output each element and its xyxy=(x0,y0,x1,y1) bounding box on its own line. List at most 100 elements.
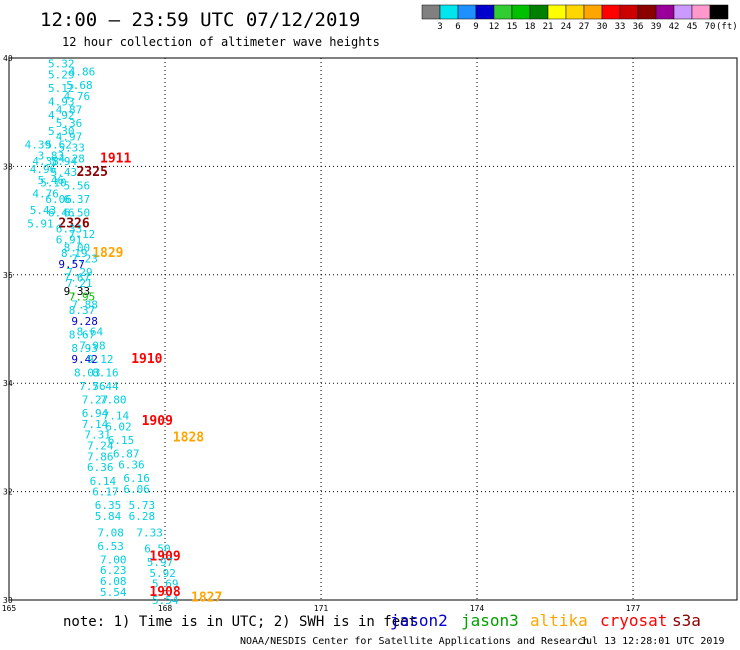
wave-height-label: 7.56 xyxy=(79,380,106,393)
wave-height-label: 5.73 xyxy=(129,499,156,512)
legend-swatch xyxy=(493,4,513,20)
legend-label: 45 xyxy=(687,22,698,32)
time-label: 2325 xyxy=(77,165,108,180)
y-tick-label: 32 xyxy=(3,488,13,497)
wave-height-label: 6.37 xyxy=(64,193,91,206)
wave-height-label: 6.53 xyxy=(97,540,124,553)
wave-height-label: 4.76 xyxy=(64,90,91,103)
legend-swatch xyxy=(421,4,441,20)
wave-height-label: 5.54 xyxy=(100,586,127,599)
wave-height-label: 8.64 xyxy=(77,326,104,339)
legend-swatch xyxy=(457,4,477,20)
wave-height-label: 6.33 xyxy=(56,223,83,236)
x-tick-label: 171 xyxy=(314,604,329,613)
satellite-legend: jason2 jason3 altika cryosat s3a xyxy=(390,611,701,630)
wave-height-label: 5.69 xyxy=(152,578,179,591)
wave-height-label: 5.10 xyxy=(40,177,66,190)
wave-height-label: 5.68 xyxy=(66,79,93,92)
wave-height-label: 5.94 xyxy=(51,155,78,168)
satellite-jason2: jason2 xyxy=(390,611,448,630)
legend-label: 3 xyxy=(437,22,442,32)
wave-height-label: 6.15 xyxy=(108,434,135,447)
wave-height-label: 9.42 xyxy=(71,353,98,366)
legend-label: 70 xyxy=(705,22,716,32)
time-label: 1910 xyxy=(131,352,162,367)
x-tick-label: 177 xyxy=(626,604,641,613)
wave-height-label: 6.50 xyxy=(144,543,171,556)
wave-height-label: 5.12 xyxy=(48,82,75,95)
satellite-altika: altika xyxy=(530,611,588,630)
legend-label: 9 xyxy=(473,22,478,32)
wave-height-label: 8.67 xyxy=(69,328,96,341)
y-tick-label: 34 xyxy=(3,379,13,388)
wave-height-label: 6.87 xyxy=(113,448,140,461)
wave-height-label: 7.00 xyxy=(100,553,127,566)
wave-height-label: 6.35 xyxy=(95,499,122,512)
wave-height-label: 4.97 xyxy=(56,131,83,144)
wave-height-label: 8.03 xyxy=(74,366,101,379)
wave-height-label: 5.33 xyxy=(58,141,85,154)
legend-swatch xyxy=(637,4,657,20)
time-label: 2326 xyxy=(58,216,89,231)
legend-swatch xyxy=(691,4,711,20)
wave-height-label: 5.54 xyxy=(152,594,179,607)
data-points: 5.324.865.295.685.124.764.934.874.925.36… xyxy=(25,57,223,607)
wave-height-label: 6.06 xyxy=(45,193,72,206)
time-label: 1909 xyxy=(149,550,180,565)
wave-height-label: 6.14 xyxy=(90,475,117,488)
wave-height-label: 5.36 xyxy=(56,117,83,130)
legend-label: 27 xyxy=(579,22,590,32)
wave-height-label: 7.14 xyxy=(82,418,109,431)
wave-height-label: 5.56 xyxy=(64,179,91,192)
wave-height-label: 9.57 xyxy=(58,258,85,271)
legend-swatch xyxy=(601,4,621,20)
wave-height-label: 6.94 xyxy=(82,407,109,420)
y-tick-label: 36 xyxy=(3,271,13,280)
wave-height-label: 7.23 xyxy=(71,253,98,266)
legend-label: 21 xyxy=(543,22,554,32)
wave-height-label: 5.29 xyxy=(48,68,75,81)
x-tick-label: 168 xyxy=(158,604,173,613)
wave-height-label: 4.92 xyxy=(48,109,75,122)
y-tick-label: 40 xyxy=(3,54,13,63)
wave-height-label: 7.80 xyxy=(100,393,127,406)
wave-height-label: 4.86 xyxy=(69,66,96,79)
legend-swatch xyxy=(673,4,693,20)
wave-height-label: 7.44 xyxy=(92,380,119,393)
legend-label: 39 xyxy=(651,22,662,32)
satellite-cryosat: cryosat xyxy=(600,611,667,630)
wave-height-label: 7.67 xyxy=(64,272,91,285)
legend-swatch xyxy=(565,4,585,20)
legend-label: 30 xyxy=(597,22,608,32)
time-label: 1828 xyxy=(173,430,204,445)
time-label: 1829 xyxy=(92,246,123,261)
legend-swatch xyxy=(529,4,549,20)
wave-height-label: 9.28 xyxy=(71,315,98,328)
legend-label: 6 xyxy=(455,22,460,32)
satellite-s3a: s3a xyxy=(672,611,701,630)
wave-height-label: 4.96 xyxy=(30,163,57,176)
wave-height-label: 8.16 xyxy=(92,366,119,379)
wave-height-label: 6.36 xyxy=(87,461,114,474)
wave-height-label: 6.91 xyxy=(56,234,83,247)
wave-height-label: 8.93 xyxy=(71,342,98,355)
axis-ticks: 165 168 171 174 177 30 32 34 36 38 40 xyxy=(2,54,641,613)
wave-height-label: 6.36 xyxy=(118,459,145,472)
wave-height-label: 5.84 xyxy=(95,510,122,523)
wave-height-label: 9.33 xyxy=(64,285,91,298)
time-label: 1909 xyxy=(142,414,173,429)
wave-height-label: 5.91 xyxy=(27,217,54,230)
wave-height-label: 4.87 xyxy=(56,103,83,116)
chart-title: 12:00 – 23:59 UTC 07/12/2019 xyxy=(40,9,360,31)
wave-height-label: 7.86 xyxy=(87,450,114,463)
wave-height-label: 6.23 xyxy=(100,564,127,577)
footer-credit: NOAA/NESDIS Center for Satellite Applica… xyxy=(240,636,589,647)
time-label: 1911 xyxy=(100,151,131,166)
y-tick-label: 38 xyxy=(3,162,13,171)
wave-height-label: 9.12 xyxy=(87,353,114,366)
wave-height-label: 7.33 xyxy=(136,526,163,539)
wave-height-label: 4.39 xyxy=(25,139,51,152)
wave-height-label: 5.32 xyxy=(48,57,75,70)
wave-height-label: 7.24 xyxy=(87,440,114,453)
